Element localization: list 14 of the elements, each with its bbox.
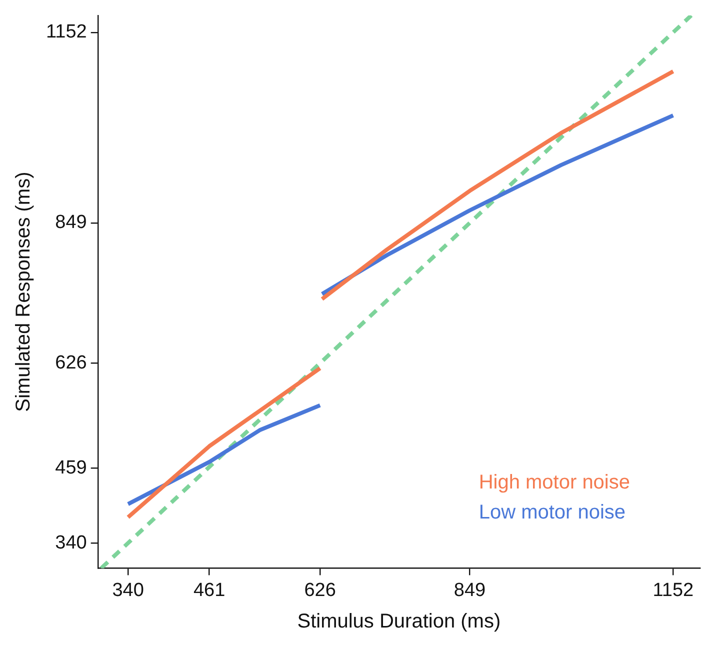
x-tick-label: 849: [454, 580, 486, 601]
y-tick-label: 849: [55, 212, 87, 234]
x-tick-label: 626: [304, 580, 336, 601]
x-axis-title: Stimulus Duration (ms): [297, 610, 501, 633]
x-tick-label: 461: [193, 580, 226, 601]
x-tick-label: 1152: [652, 580, 694, 601]
x-tick-label: 340: [112, 580, 144, 601]
y-axis-title: Simulated Responses (ms): [12, 172, 35, 412]
y-tick-label: 626: [55, 352, 87, 374]
y-tick-label: 459: [55, 457, 87, 478]
text: Low motor noise: [478, 502, 626, 524]
y-tick-label: 340: [55, 532, 87, 554]
text: High motor noise: [478, 472, 630, 494]
y-tick-label: 1152: [46, 22, 87, 43]
